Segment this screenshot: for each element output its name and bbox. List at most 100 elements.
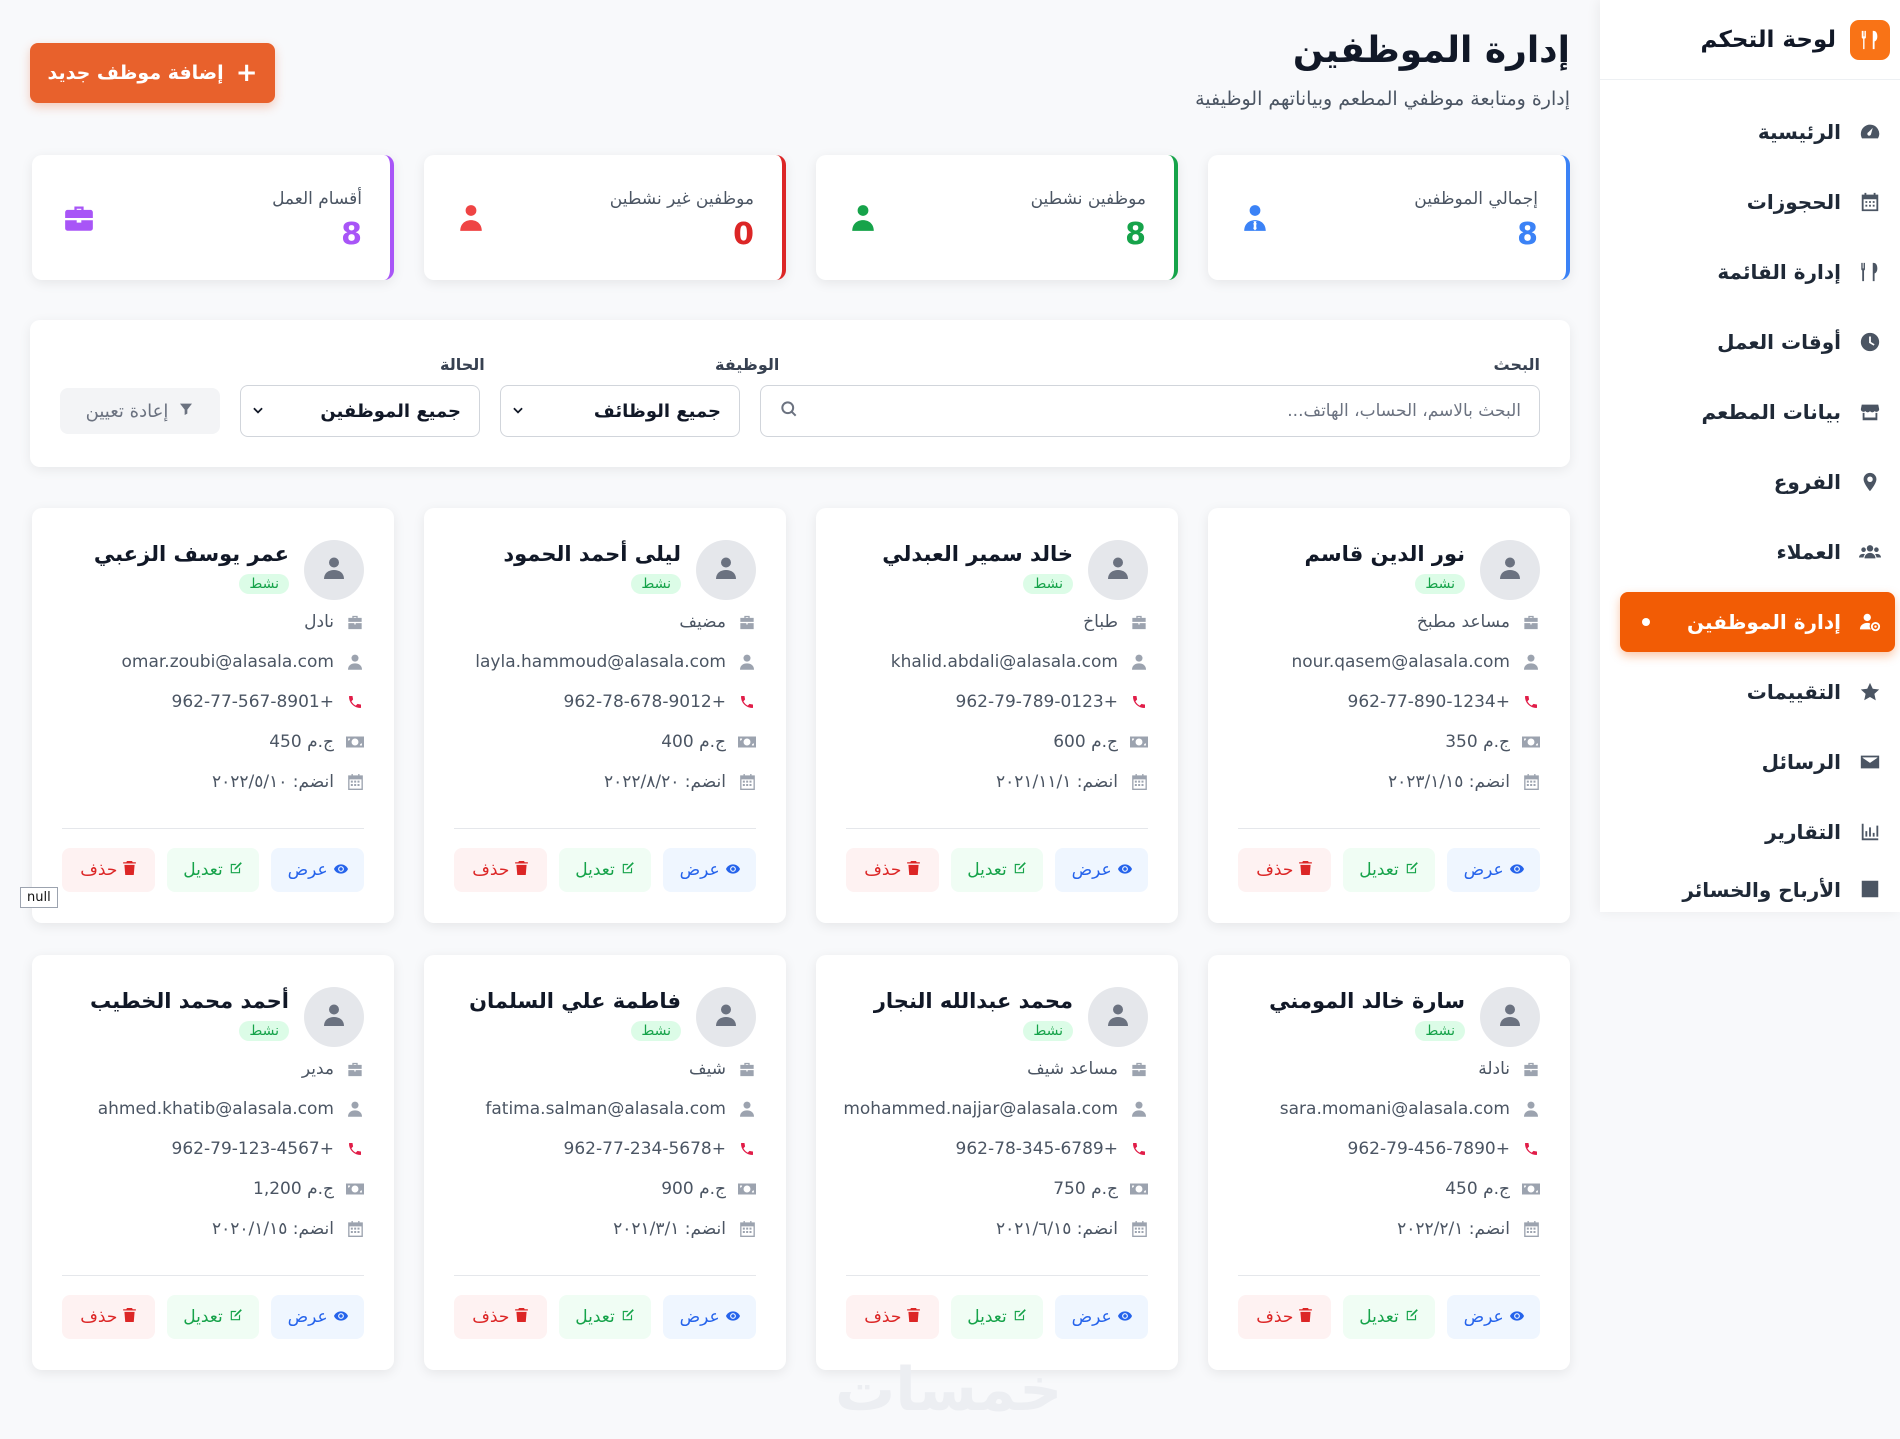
edit-label: تعديل [967,1307,1007,1327]
edit-icon [1013,1307,1027,1327]
sidebar-item-3[interactable]: أوقات العمل [1620,312,1895,372]
employee-role: مساعد شيف [1027,1059,1118,1079]
edit-button[interactable]: تعديل [166,1295,260,1339]
delete-label: حذف [472,860,510,880]
stats-row: إجمالي الموظفين 8 موظفين نشطين 8 موظفين غير … [30,155,1570,280]
employee-name: محمد عبدالله النجار [873,989,1073,1013]
sidebar-item-1[interactable]: الحجوزات [1620,172,1895,232]
search-input[interactable] [799,401,1521,421]
employee-phone: 962-77-567-8901+ [171,692,334,712]
employee-salary-row: 900 ج.م [661,1179,756,1199]
edit-button[interactable]: تعديل [558,848,652,892]
edit-label: تعديل [1359,860,1399,880]
active-dot-icon [1642,618,1650,626]
user-icon [1108,1004,1128,1030]
phone-icon [1522,693,1540,711]
card-actions: عرض تعديل حذف [453,848,756,892]
sidebar-item-label: إدارة القائمة [1717,260,1841,284]
delete-button[interactable]: حذف [453,848,547,892]
stat-label: أقسام العمل [272,189,362,209]
employee-salary-row: 350 ج.م [1445,732,1540,752]
edit-button[interactable]: تعديل [558,1295,652,1339]
sidebar-item-5[interactable]: الفروع [1620,452,1895,512]
divider [454,1275,756,1276]
trash-icon [907,1307,921,1327]
employee-salary: 1,200 ج.م [253,1179,334,1199]
status-label: الحالة [440,355,485,374]
sidebar-item-7[interactable]: إدارة الموظفين [1620,592,1895,652]
sidebar-item-4[interactable]: بيانات المطعم [1620,382,1895,442]
view-button[interactable]: عرض [1447,848,1540,892]
sidebar-title: لوحة التحكم [1700,26,1836,53]
trash-icon [1299,1307,1313,1327]
search-icon [779,399,799,423]
avatar [696,987,756,1047]
view-button[interactable]: عرض [1055,848,1148,892]
edit-label: تعديل [575,1307,615,1327]
calendar-icon [1522,1220,1540,1238]
job-select[interactable]: جميع الوظائف [500,385,740,437]
sidebar-item-10[interactable]: التقارير [1620,802,1895,862]
add-employee-button[interactable]: + إضافة موظف جديد [30,43,275,103]
edit-icon [621,1307,635,1327]
view-button[interactable]: عرض [1055,1295,1148,1339]
view-button[interactable]: عرض [663,848,756,892]
delete-button[interactable]: حذف [1237,848,1331,892]
view-label: عرض [1071,860,1112,880]
phone-icon [1130,1140,1148,1158]
edit-button[interactable]: تعديل [166,848,260,892]
status-select[interactable]: جميع الموظفين [240,385,480,437]
delete-button[interactable]: حذف [845,848,939,892]
edit-button[interactable]: تعديل [950,848,1044,892]
view-button[interactable]: عرض [271,848,364,892]
employee-role: طباخ [1083,612,1118,632]
delete-button[interactable]: حذف [845,1295,939,1339]
edit-button[interactable]: تعديل [1342,848,1436,892]
view-button[interactable]: عرض [1447,1295,1540,1339]
delete-button[interactable]: حذف [61,848,155,892]
employee-role: مضيف [679,612,726,632]
employee-joined-row: انضم: ٢٠٢١/٦/١٥ [996,1219,1148,1239]
sidebar-item-2[interactable]: إدارة القائمة [1620,242,1895,302]
briefcase-icon [1130,1060,1148,1078]
reset-label: إعادة تعيين [85,400,169,422]
delete-button[interactable]: حذف [453,1295,547,1339]
employee-role-row: مضيف [679,612,756,632]
user-icon [1130,653,1148,671]
sidebar-item-11[interactable]: الأرباح والخسائر [1620,872,1895,902]
employee-card: نور الدين قاسم نشط مساعد مطبخ nour.qasem@al… [1208,508,1570,923]
calendar-icon [1130,773,1148,791]
status-badge: نشط [239,1021,289,1041]
calendar-icon [738,773,756,791]
sidebar-item-6[interactable]: العملاء [1620,522,1895,582]
trash-icon [515,1307,529,1327]
delete-button[interactable]: حذف [61,1295,155,1339]
avatar [1088,540,1148,600]
job-select-value: جميع الوظائف [593,400,721,422]
sidebar-item-label: إدارة الموظفين [1687,610,1841,634]
sidebar-item-9[interactable]: الرسائل [1620,732,1895,792]
view-label: عرض [1463,1307,1504,1327]
money-icon [346,1180,364,1198]
divider [846,1275,1148,1276]
employee-email: ahmed.khatib@alasala.com [97,1099,334,1119]
employee-salary: 900 ج.م [661,1179,726,1199]
employee-phone-row: 962-77-890-1234+ [1348,692,1540,712]
view-button[interactable]: عرض [271,1295,364,1339]
employee-role: نادل [304,612,334,632]
user-icon [1522,653,1540,671]
reset-filters-button[interactable]: إعادة تعيين [60,388,220,434]
sidebar-item-8[interactable]: التقييمات [1620,662,1895,722]
sidebar-item-0[interactable]: الرئيسية [1620,102,1895,162]
delete-button[interactable]: حذف [1237,1295,1331,1339]
user-icon [346,653,364,671]
employee-joined: انضم: ٢٠٢١/٦/١٥ [995,1219,1118,1239]
job-label: الوظيفة [715,355,780,374]
bar-chart-icon [1857,819,1883,845]
view-button[interactable]: عرض [663,1295,756,1339]
search-box[interactable] [760,385,1540,437]
view-label: عرض [1463,860,1504,880]
edit-button[interactable]: تعديل [950,1295,1044,1339]
eye-icon [1509,1307,1524,1327]
edit-button[interactable]: تعديل [1342,1295,1436,1339]
